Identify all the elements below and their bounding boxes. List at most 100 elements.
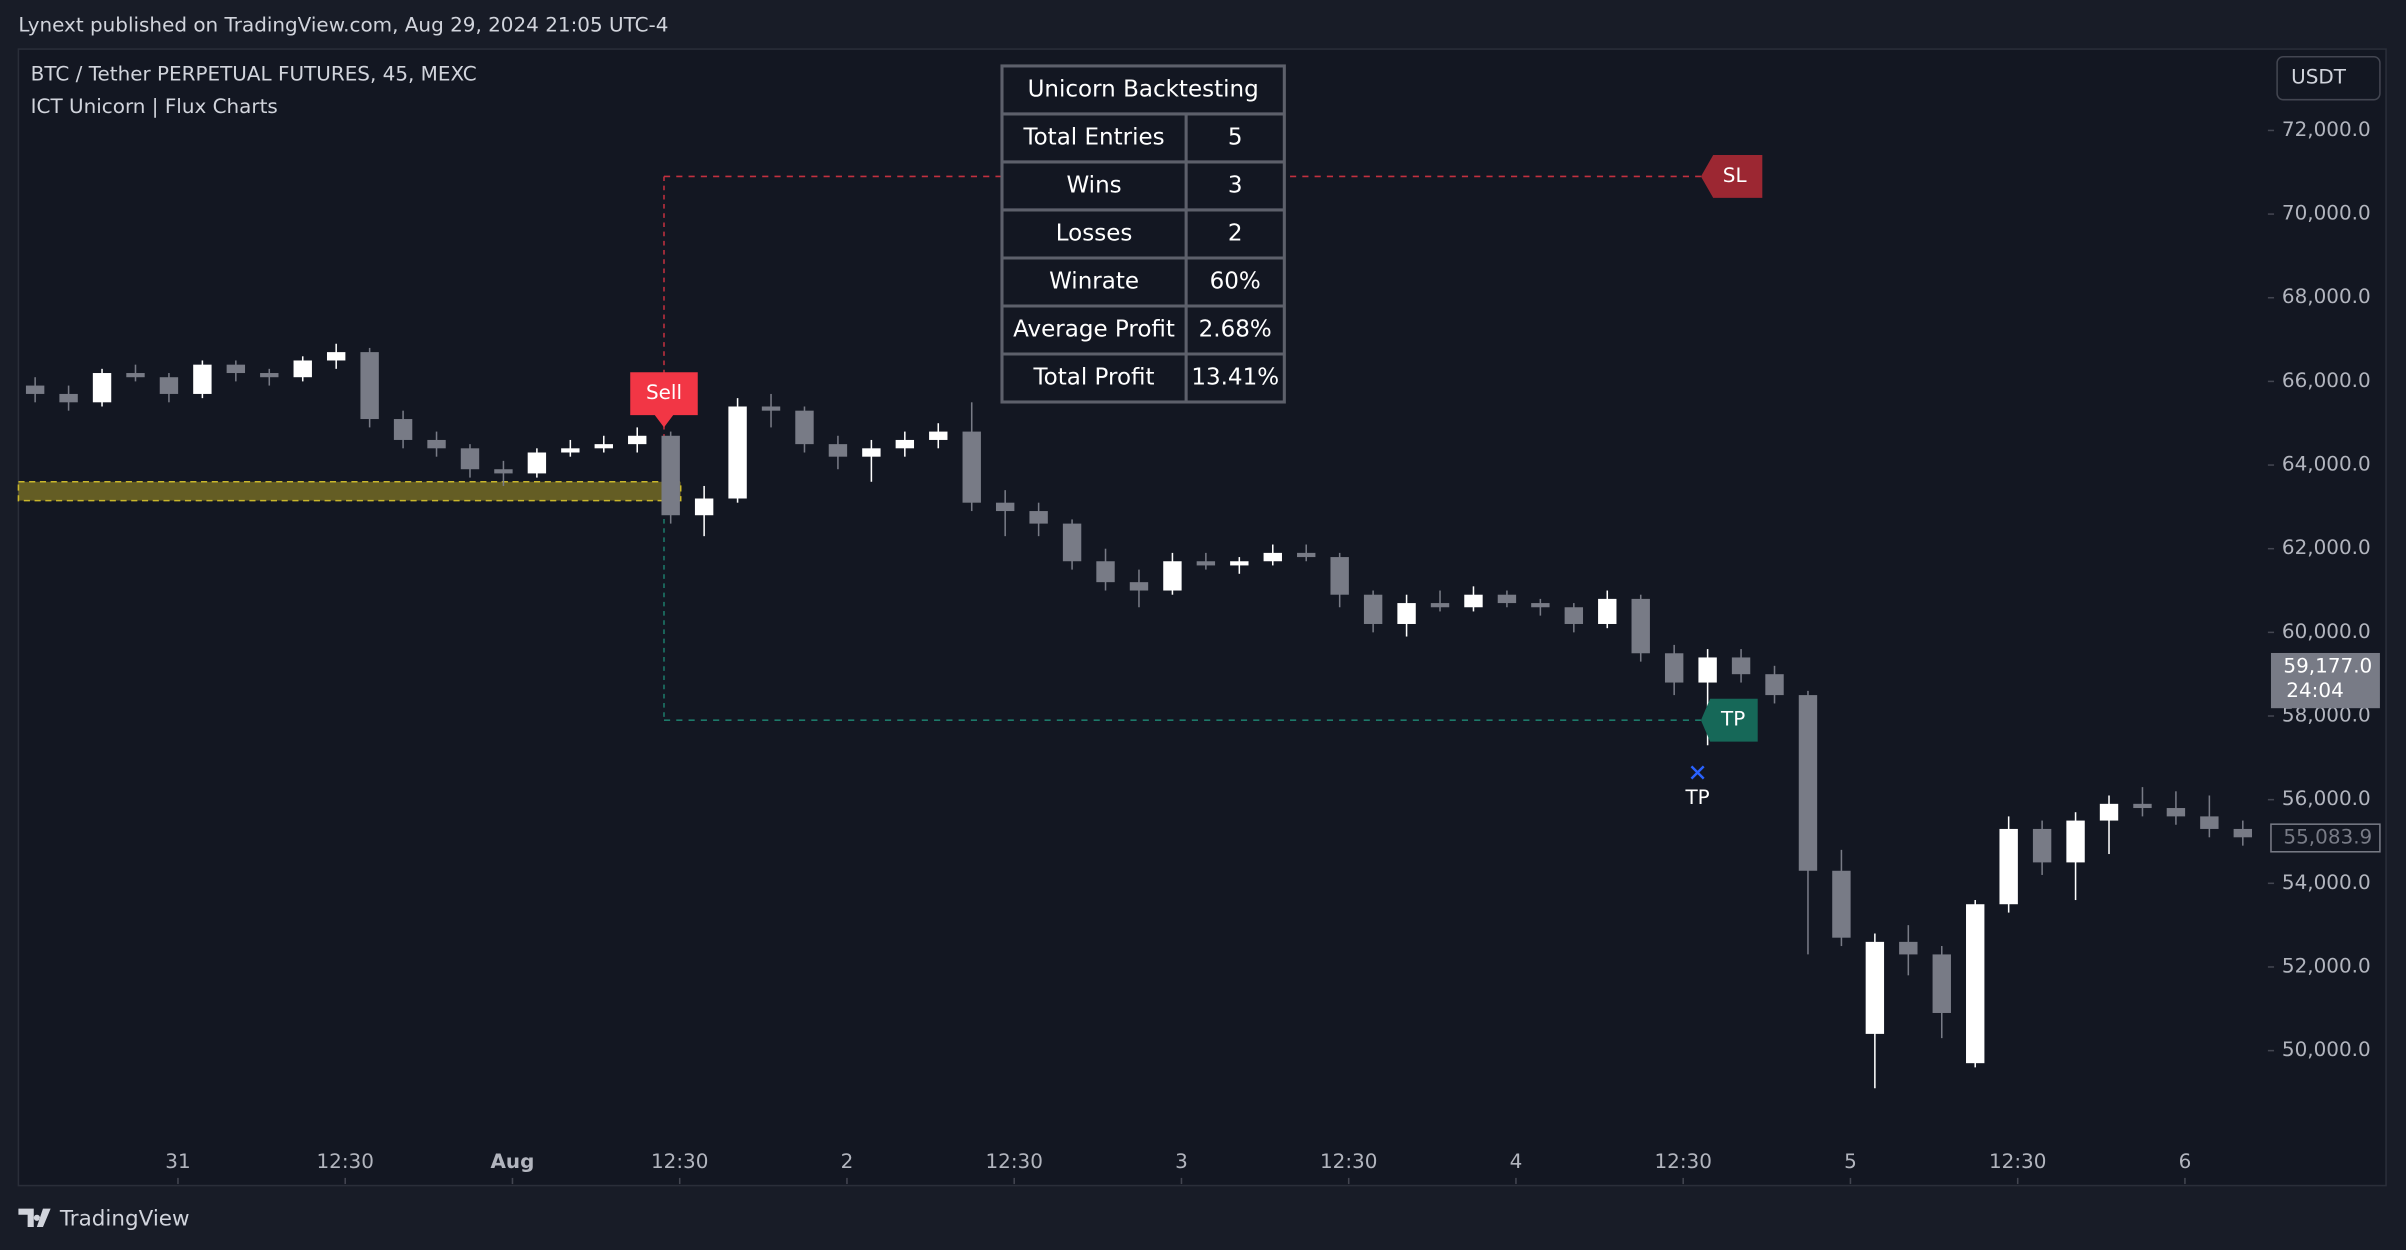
x-tick-label: 12:30 — [651, 1149, 708, 1173]
x-tick-label: 2 — [841, 1149, 854, 1173]
y-tick-label: 68,000.0 — [2282, 284, 2371, 308]
candle-body — [1163, 561, 1182, 591]
y-tick-label: 56,000.0 — [2282, 786, 2371, 810]
sell-label: Sell — [646, 380, 682, 404]
candle-body — [1731, 657, 1751, 675]
candle-body — [2233, 828, 2253, 838]
x-tick-label: 12:30 — [1654, 1149, 1711, 1173]
candle-body — [92, 373, 112, 403]
y-tick-label: 54,000.0 — [2282, 870, 2371, 894]
x-tick-label: 4 — [1510, 1149, 1523, 1173]
countdown: 24:04 — [2286, 678, 2343, 702]
candle-body — [561, 448, 580, 453]
y-tick-label: 66,000.0 — [2282, 368, 2371, 392]
candle-body — [1664, 653, 1684, 683]
x-tick-label: 31 — [165, 1149, 190, 1173]
candle-body — [494, 469, 513, 474]
backtest-table: Unicorn Backtesting Total Entries 5 Wins 3 Lo… — [1000, 64, 1286, 404]
table-title: Unicorn Backtesting — [1028, 76, 1259, 102]
x-tick-label: 12:30 — [316, 1149, 373, 1173]
candle-body — [2200, 816, 2219, 829]
candle-body — [594, 444, 613, 449]
y-tick-label: 72,000.0 — [2282, 117, 2371, 141]
table-cell: Average Profit — [1013, 316, 1175, 342]
candle-body — [2032, 828, 2052, 863]
candle-body — [393, 419, 413, 440]
y-tick-label: 50,000.0 — [2282, 1037, 2371, 1061]
indicator-name: ICT Unicorn | Flux Charts — [31, 94, 278, 118]
candle-body — [1297, 552, 1316, 558]
y-tick-label: 60,000.0 — [2282, 619, 2371, 643]
last-price: 59,177.0 — [2283, 653, 2372, 677]
fvg-zone — [17, 481, 682, 502]
candle-body — [159, 377, 179, 394]
candle-body — [1798, 695, 1818, 871]
candle-body — [795, 410, 814, 445]
candle-body — [427, 439, 446, 449]
candle-body — [728, 406, 747, 499]
x-tick-label: 6 — [2179, 1149, 2192, 1173]
x-tick-label: 3 — [1175, 1149, 1188, 1173]
candle-body — [929, 431, 948, 440]
candle-body — [293, 360, 312, 378]
candle-body — [1062, 523, 1082, 562]
candle-body — [1497, 594, 1517, 604]
logo — [18, 1208, 51, 1227]
footer-brand: TradingView — [59, 1206, 190, 1231]
table-cell: 2.68% — [1199, 316, 1272, 342]
candle-body — [1531, 603, 1550, 608]
candle-body — [360, 352, 379, 420]
y-tick-label: 64,000.0 — [2282, 452, 2371, 476]
chart-title: BTC / Tether PERPETUAL FUTURES, 45, MEXC — [31, 62, 477, 86]
candle-body — [1899, 941, 1918, 955]
candle-body — [25, 385, 45, 394]
exit-label: TP — [1684, 785, 1709, 809]
x-tick-label: Aug — [491, 1149, 535, 1173]
sl-badge — [1700, 154, 1763, 198]
currency-button[interactable] — [2276, 55, 2381, 101]
candle-body — [1631, 598, 1650, 654]
candle-body — [2099, 803, 2119, 821]
candle-body — [828, 444, 848, 457]
candle-body — [628, 435, 647, 445]
candle-body — [1564, 607, 1584, 624]
candle-body — [59, 393, 78, 403]
candle-body — [1464, 594, 1483, 608]
candle-body — [1430, 603, 1450, 608]
tp-label: TP — [1720, 707, 1745, 731]
table-cell: Winrate — [1049, 268, 1139, 294]
last-price-box — [2270, 652, 2380, 709]
x-tick-label: 12:30 — [1989, 1149, 2046, 1173]
y-tick-label: 52,000.0 — [2282, 953, 2371, 977]
candle-body — [193, 364, 212, 394]
line-price: 55,083.9 — [2283, 824, 2372, 848]
candle-body — [1096, 561, 1115, 583]
candle-body — [1865, 941, 1885, 1034]
candle-body — [1397, 603, 1416, 624]
table-cell: Wins — [1066, 172, 1121, 198]
header: Lynext published on TradingView.com, Aug… — [18, 13, 668, 37]
candle-body — [1263, 552, 1282, 562]
candle-body — [694, 498, 714, 516]
candle-body — [895, 439, 915, 449]
table-cell: 3 — [1228, 172, 1243, 198]
table-bg — [1000, 64, 1286, 404]
candle-body — [995, 502, 1015, 512]
candle-body — [862, 448, 881, 457]
candle-body — [326, 352, 346, 361]
table-cell: Losses — [1056, 220, 1133, 246]
table-cell: Total Entries — [1022, 124, 1164, 150]
table-cell: 60% — [1210, 268, 1261, 294]
candle-body — [962, 431, 981, 503]
candle-body — [1196, 561, 1216, 566]
candle-body — [1598, 598, 1617, 624]
candle-body — [1363, 594, 1383, 624]
x-tick-label: 12:30 — [985, 1149, 1042, 1173]
candle-body — [2066, 820, 2085, 863]
candle-body — [460, 448, 480, 470]
exit-cross — [1690, 765, 1705, 780]
candle-body — [1832, 870, 1851, 938]
candle-body — [527, 452, 547, 474]
currency[interactable]: USDT — [2291, 65, 2347, 89]
